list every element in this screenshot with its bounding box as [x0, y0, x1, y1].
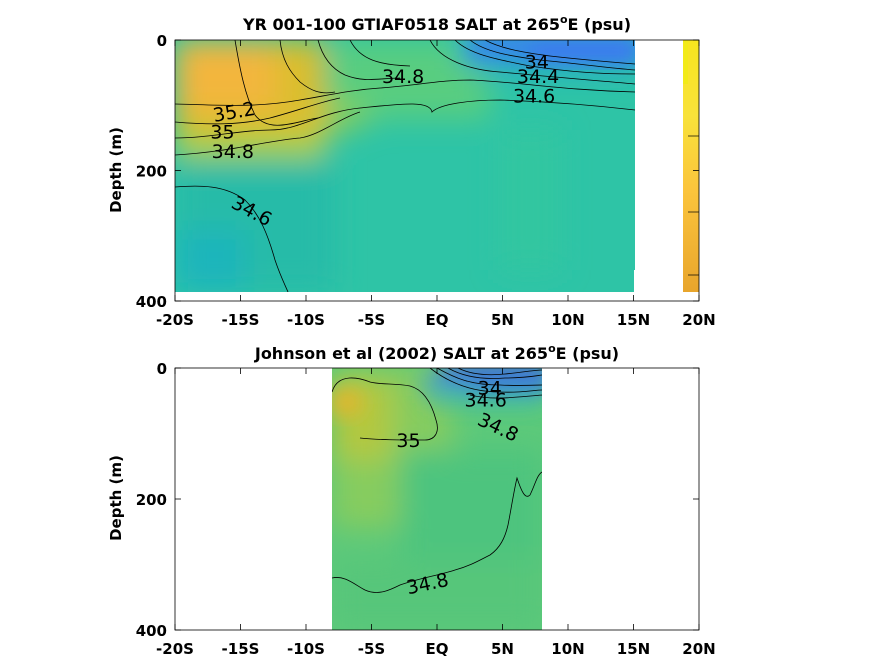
- top-ytick-label: 400: [136, 293, 167, 311]
- top-xtick-label: 10N: [551, 311, 584, 329]
- top-contour-label: 34.8: [382, 66, 424, 88]
- bottom-salinity-field: [332, 368, 542, 630]
- top-ytick-label: 0: [157, 32, 167, 50]
- top-xtick-label: -20S: [156, 311, 194, 329]
- top-xtick-label: 5N: [491, 311, 514, 329]
- top-contour-label: 35: [210, 121, 234, 143]
- bottom-title: Johnson et al (2002) SALT at 265oE (psu): [254, 342, 619, 363]
- bottom-xtick-label: -5S: [358, 640, 385, 656]
- top-ytick-label: 200: [136, 163, 167, 181]
- top-contour-label: 34.8: [212, 141, 254, 163]
- top-contour-label: 34: [525, 52, 549, 74]
- top-xtick-label: 15N: [617, 311, 650, 329]
- bottom-ylabel: Depth (m): [107, 455, 125, 541]
- top-xtick-label: -10S: [287, 311, 325, 329]
- bottom-contour-label: 34.6: [465, 389, 507, 411]
- top-xtick-label: EQ: [426, 311, 449, 329]
- top-ticks: -20S -15S -10S -5S EQ 5N 10N 15N 20N 0 200 400: [136, 32, 716, 329]
- bottom-panel: Johnson et al (2002) SALT at 265oE (psu): [107, 342, 716, 656]
- bottom-contour-label: 34: [478, 378, 502, 400]
- bottom-xtick-label: 20N: [682, 640, 715, 656]
- bottom-xtick-label: 10N: [551, 640, 584, 656]
- top-salinity-field: [175, 40, 635, 292]
- bottom-ytick-label: 200: [136, 491, 167, 509]
- top-title: YR 001-100 GTIAF0518 SALT at 265oE (psu): [242, 13, 631, 34]
- bottom-contour-lines: [332, 368, 542, 593]
- top-xtick-label: -15S: [222, 311, 260, 329]
- top-xtick-label: 20N: [682, 311, 715, 329]
- top-contour-lines: [175, 40, 635, 292]
- top-panel: YR 001-100 GTIAF0518 SALT at 265oE (psu): [107, 13, 716, 329]
- top-ylabel: Depth (m): [107, 127, 125, 213]
- bottom-ticks: -20S -15S -10S -5S EQ 5N 10N 15N 20N 0 200 400: [136, 360, 716, 656]
- top-xtick-label: -5S: [358, 311, 385, 329]
- top-colorbar-strip: [683, 40, 699, 292]
- top-contour-label: 34.4: [517, 66, 559, 88]
- bottom-ytick-label: 400: [136, 622, 167, 640]
- bottom-xtick-label: EQ: [426, 640, 449, 656]
- bottom-xtick-label: -15S: [222, 640, 260, 656]
- bottom-ytick-label: 0: [157, 360, 167, 378]
- bottom-xtick-label: -20S: [156, 640, 194, 656]
- top-contour-label: 34.6: [513, 85, 555, 107]
- bottom-contour-label: 35: [396, 430, 420, 452]
- bottom-xtick-label: 15N: [617, 640, 650, 656]
- bottom-xtick-label: -10S: [287, 640, 325, 656]
- bottom-xtick-label: 5N: [491, 640, 514, 656]
